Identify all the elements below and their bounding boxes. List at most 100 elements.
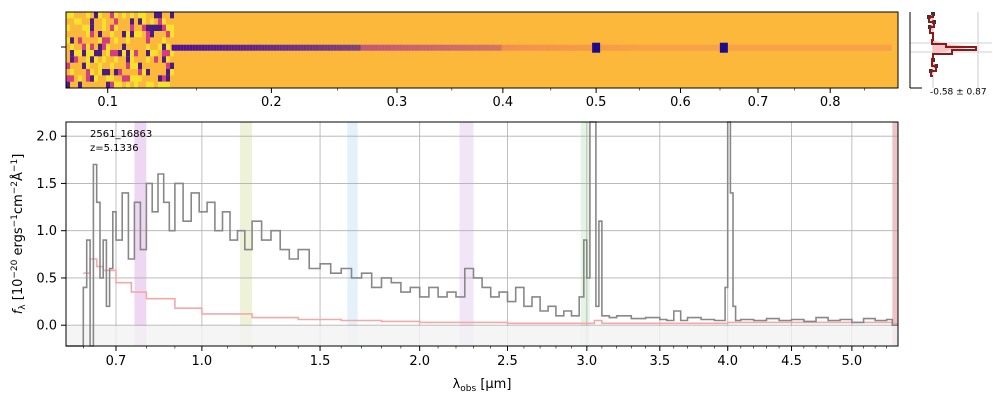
trace-cell [363,44,367,51]
heat-cell [130,12,134,19]
heat-cell [98,69,102,76]
heat-cell [130,18,134,25]
trace-cell [666,44,670,51]
heat-cell [166,31,170,38]
trace-cell [348,44,352,51]
heat-cell [130,31,134,38]
heat-cell [122,31,126,38]
heat-cell [166,56,170,63]
trace-cell [711,44,715,51]
heat-cell [162,18,166,25]
trace-cell [225,44,229,51]
trace-cell [615,44,619,51]
heat-cell [66,81,70,88]
heat-cell [106,37,110,44]
y-tick-label-3: 1.5 [36,177,57,192]
y-tick-label-4: 2.0 [36,130,57,145]
trace-cell [198,44,202,51]
heat-cell [170,24,174,31]
trace-cell [480,44,484,51]
x-tick-label-2: 1.5 [310,354,331,369]
profile-line [928,14,977,77]
heat-cell [98,43,102,50]
trace-cell [501,44,505,51]
top-x-tick-label-4: 0.5 [586,95,607,110]
trace-cell [546,44,550,51]
heat-cell [78,50,82,57]
trace-cell [858,44,862,51]
trace-cell [753,44,757,51]
trace-cell [285,44,289,51]
annotation-redshift: z=5.1336 [90,143,139,154]
trace-cell [468,44,472,51]
shaded-band-5 [892,122,898,346]
x-tick-label-9: 5.0 [842,354,863,369]
trace-cell [411,44,415,51]
heat-cell [126,31,130,38]
heat-cell [70,75,74,82]
heat-cell [166,69,170,76]
trace-cell [663,44,667,51]
trace-cell [624,44,628,51]
trace-cell [519,44,523,51]
heat-cell [154,12,158,19]
trace-cell [189,44,193,51]
shaded-bands [134,122,898,346]
trace-cell [600,44,604,51]
heat-cell [98,12,102,19]
trace-cell [306,44,310,51]
trace-cell [543,44,547,51]
trace-cell [492,44,496,51]
trace-cell [642,44,646,51]
trace-cell [633,44,637,51]
plot-frame [65,121,899,347]
heat-cell [82,50,86,57]
heat-cell [138,12,142,19]
heat-cell [126,81,130,88]
heat-cell [102,69,106,76]
heat-cell [130,62,134,69]
heat-cell [82,43,86,50]
trace-cell [861,44,865,51]
heat-cell [170,50,174,57]
trace-cell [585,44,589,51]
trace-cell [387,44,391,51]
heat-cell [154,50,158,57]
heat-cell [86,43,90,50]
heat-cell [66,24,70,31]
trace-cell [504,44,508,51]
trace-cell [714,44,718,51]
heat-cell [154,24,158,31]
trace-cell [726,44,730,51]
trace-cell [207,44,211,51]
heat-cell [114,12,118,19]
trace-cell [651,44,655,51]
trace-cell [300,44,304,51]
trace-cell [324,44,328,51]
profile-label: -0.58 ± 0.87 [930,88,987,98]
heat-cell [118,50,122,57]
heat-cell [170,69,174,76]
heat-cell [162,43,166,50]
trace-cell [267,44,271,51]
trace-cell [765,44,769,51]
trace-cell [174,44,178,51]
trace-cell [756,44,760,51]
trace-cell [735,44,739,51]
trace-cell [243,44,247,51]
heat-cell [134,50,138,57]
trace-cell [705,44,709,51]
heat-cell [82,24,86,31]
trace-cell [312,44,316,51]
heat-cell [70,37,74,44]
trace-cell [558,44,562,51]
trace-cell [834,44,838,51]
heat-cell [126,37,130,44]
x-tick-label-5: 3.0 [576,354,597,369]
emission-feature-1 [719,42,728,53]
trace-cell [390,44,394,51]
heat-cell [102,43,106,50]
heat-cell [122,75,126,82]
heat-cell [78,75,82,82]
heat-cell [114,37,118,44]
